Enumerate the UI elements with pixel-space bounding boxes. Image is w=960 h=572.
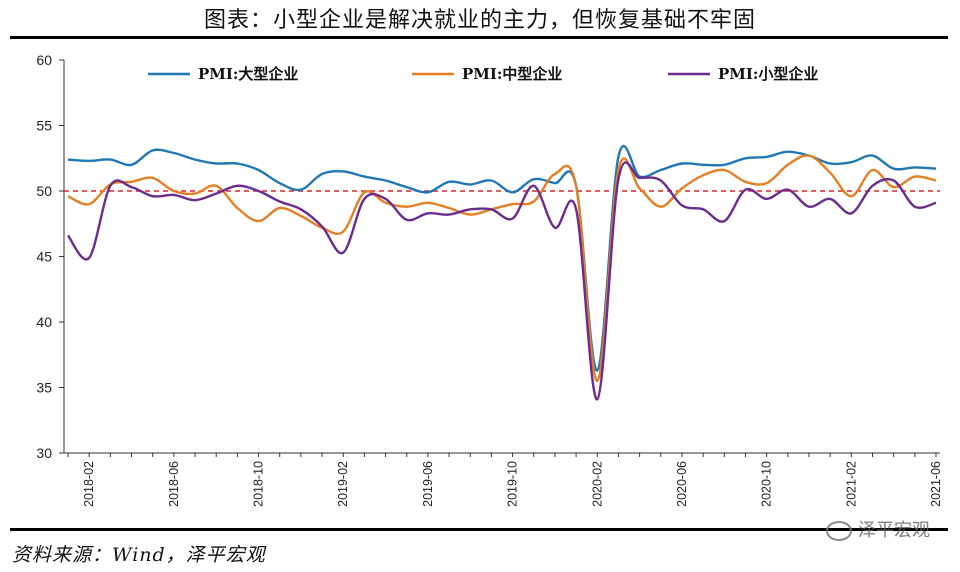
x-tick-label: 2018-02 bbox=[82, 461, 96, 507]
top-rule bbox=[10, 36, 948, 39]
y-tick-label: 55 bbox=[36, 118, 52, 134]
series-line-3 bbox=[67, 161, 937, 401]
y-tick-label: 45 bbox=[36, 249, 52, 265]
x-tick-label: 2020-02 bbox=[590, 461, 604, 507]
source-note: 资料来源：Wind，泽平宏观 bbox=[12, 544, 266, 566]
x-tick-label: 2019-02 bbox=[336, 461, 350, 507]
x-tick-label: 2021-02 bbox=[844, 461, 858, 507]
y-tick-label: 30 bbox=[36, 445, 52, 461]
wechat-icon bbox=[826, 521, 852, 541]
legend-label-3: PMI:小型企业 bbox=[718, 65, 818, 83]
x-tick-label: 2019-10 bbox=[506, 461, 520, 507]
x-tick-label: 2021-06 bbox=[929, 461, 943, 507]
x-tick-label: 2018-10 bbox=[252, 461, 266, 507]
x-tick-label: 2020-06 bbox=[675, 461, 689, 507]
x-tick-label: 2020-10 bbox=[760, 461, 774, 507]
y-tick-label: 50 bbox=[36, 183, 52, 199]
series-line-1 bbox=[67, 145, 937, 372]
chart-title: 图表：小型企业是解决就业的主力，但恢复基础不牢固 bbox=[203, 8, 756, 33]
series-line-2 bbox=[67, 154, 937, 383]
y-tick-label: 60 bbox=[36, 52, 52, 68]
y-tick-label: 40 bbox=[36, 314, 52, 330]
watermark-text: 泽平宏观 bbox=[858, 520, 930, 541]
y-tick-label: 35 bbox=[36, 380, 52, 396]
x-tick-label: 2018-06 bbox=[167, 461, 181, 507]
bottom-rule bbox=[10, 528, 948, 531]
x-tick-label: 2019-06 bbox=[421, 461, 435, 507]
legend-label-2: PMI:中型企业 bbox=[462, 65, 562, 83]
watermark: 泽平宏观 bbox=[826, 516, 930, 542]
legend-label-1: PMI:大型企业 bbox=[198, 65, 298, 83]
